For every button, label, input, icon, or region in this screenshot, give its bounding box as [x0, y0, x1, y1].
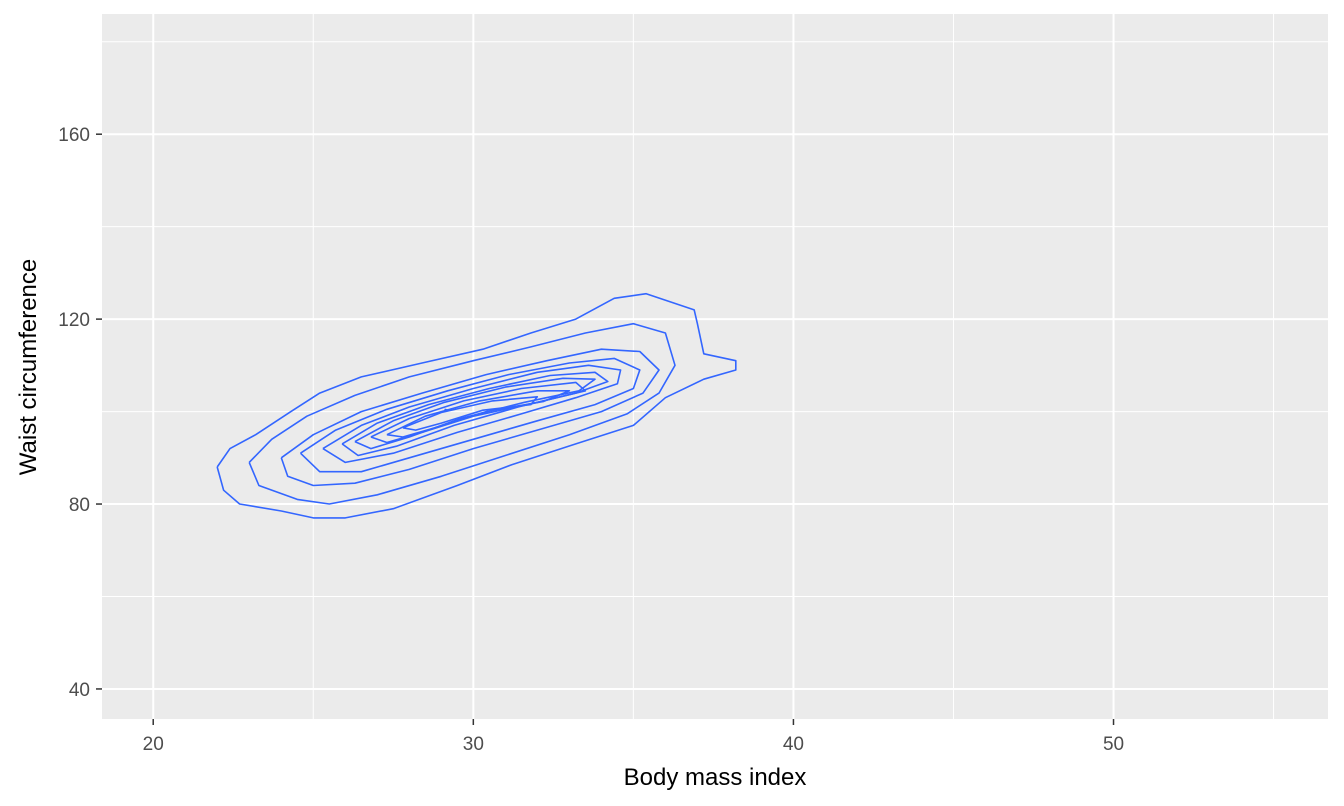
y-axis-title: Waist circumference — [15, 259, 42, 476]
y-tick-label: 120 — [58, 310, 90, 331]
tick-labels: 20 30 40 50 40 80 120 160 — [58, 125, 1124, 755]
contour-line-10 — [402, 395, 539, 431]
y-tick-label: 40 — [69, 680, 90, 701]
contour-line-3 — [280, 348, 660, 487]
major-gridlines — [102, 14, 1328, 719]
plot-panel — [102, 14, 1328, 719]
contour-line-5 — [322, 364, 622, 464]
x-tick-label: 20 — [143, 734, 164, 755]
contour-line-11 — [444, 408, 448, 411]
minor-gridlines — [102, 14, 1328, 719]
contour-line-7 — [354, 377, 596, 450]
axis-ticks — [96, 133, 1115, 725]
x-axis-title: Body mass index — [624, 764, 807, 791]
contour-line-1 — [216, 292, 737, 519]
x-tick-label: 50 — [1103, 734, 1124, 755]
density-contours — [216, 292, 737, 519]
contour-line-2 — [248, 322, 676, 505]
contour-line-6 — [341, 371, 609, 457]
contour-line-4 — [299, 357, 641, 473]
x-tick-label: 40 — [783, 734, 804, 755]
contour-line-8 — [370, 381, 587, 444]
y-tick-label: 160 — [58, 125, 90, 146]
y-tick-label: 80 — [69, 495, 90, 516]
contour-line-9 — [386, 389, 571, 438]
x-tick-label: 30 — [463, 734, 484, 755]
